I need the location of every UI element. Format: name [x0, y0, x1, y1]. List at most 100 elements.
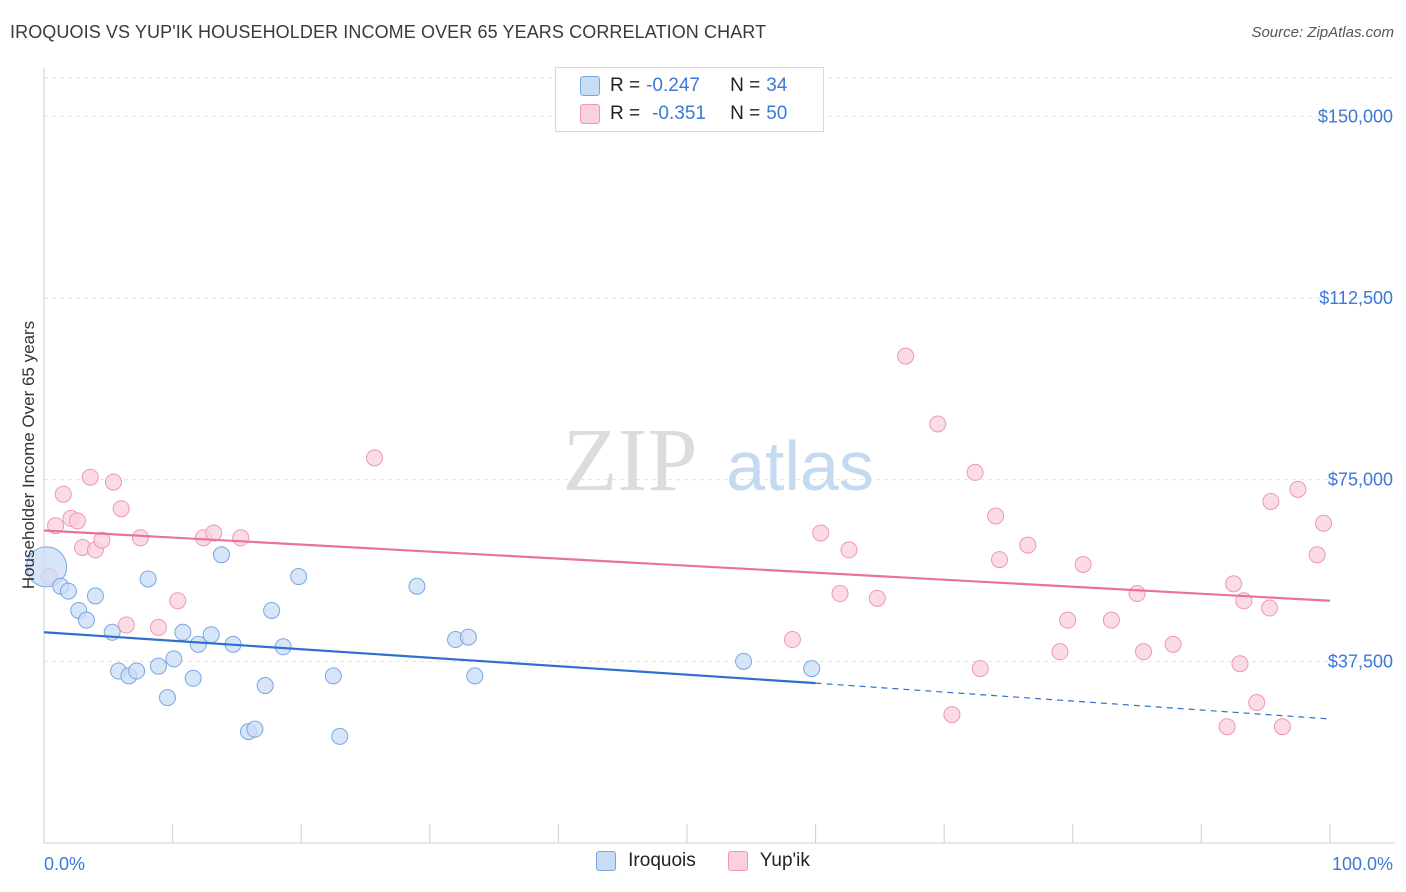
trend-lines [43, 529, 1331, 720]
yupik-point [131, 529, 149, 547]
yupik-point [1248, 694, 1266, 712]
iroquois-point [184, 669, 202, 687]
watermark-atlas: atlas [726, 427, 874, 505]
iroquois-points [26, 546, 821, 745]
iroquois-point [128, 662, 146, 680]
iroquois-r-value: -0.247 [646, 75, 700, 96]
iroquois-point [158, 689, 176, 707]
yupik-point [81, 468, 99, 486]
iroquois-point [139, 570, 157, 588]
yupik-point [68, 512, 86, 530]
yupik-point [1273, 718, 1291, 736]
iroquois-point [202, 626, 220, 644]
yupik-point [990, 551, 1008, 569]
yupik-n-value: 50 [766, 103, 788, 124]
yupik-points [40, 347, 1333, 736]
iroquois-point [189, 635, 207, 653]
yupik-point [1019, 536, 1037, 554]
iroquois-point [77, 611, 95, 629]
yupik-point [943, 706, 961, 724]
iroquois-point [408, 577, 426, 595]
yupik-point [232, 529, 250, 547]
yupik-point [366, 449, 384, 467]
yupik-point [149, 618, 167, 636]
iroquois-point [256, 677, 274, 695]
n-label: N = [730, 103, 761, 124]
y-tick-label: $37,500 [1328, 651, 1393, 671]
iroquois-point [149, 657, 167, 675]
yupik-point [897, 347, 915, 365]
yupik-point [1225, 575, 1243, 593]
x-tick-label: 0.0% [44, 854, 85, 874]
y-tick-label: $150,000 [1318, 106, 1393, 126]
yupik-legend-label: Yup'ik [759, 850, 810, 871]
iroquois-point [331, 727, 349, 745]
iroquois-point [212, 546, 230, 564]
yupik-point [868, 589, 886, 607]
iroquois-point [263, 601, 281, 619]
yupik-point [783, 631, 801, 649]
correlation-legend: R = -0.247 N = 34 R = -0.351 N = 50 [555, 67, 824, 132]
yupik-point [1289, 480, 1307, 498]
yupik-point [1218, 718, 1236, 736]
y-tick-label: $75,000 [1328, 470, 1393, 490]
yupik-trend-line [43, 529, 1331, 602]
legend-row-yupik: R = -0.351 N = 50 [580, 101, 791, 127]
y-tick-label: $112,500 [1319, 288, 1393, 308]
yupik-point [1135, 643, 1153, 661]
yupik-point [169, 592, 187, 610]
x-tick-label: 100.0% [1332, 854, 1393, 874]
iroquois-point [459, 628, 477, 646]
yupik-point [987, 507, 1005, 525]
tick-labels: $37,500 $75,000 $112,500 $150,000 0.0% 100.0% [44, 106, 1393, 874]
gridlines [44, 77, 1395, 662]
yupik-point [1164, 635, 1182, 653]
yupik-point [929, 415, 947, 433]
legend-item-iroquois: Iroquois [596, 850, 696, 872]
yupik-point [812, 524, 830, 542]
yupik-point [840, 541, 858, 559]
iroquois-trend-line [43, 631, 816, 685]
yupik-r-value: -0.351 [652, 103, 706, 124]
n-label: N = [730, 75, 761, 96]
yupik-swatch [580, 104, 600, 124]
iroquois-point [324, 667, 342, 685]
y-axis-label: Householder Income Over 65 years [19, 321, 38, 589]
iroquois-point [290, 568, 308, 586]
iroquois-trend-extension [815, 682, 1331, 720]
yupik-point [54, 485, 72, 503]
yupik-point [47, 517, 65, 535]
legend-row-iroquois: R = -0.247 N = 34 [580, 73, 791, 99]
legend-item-yupik: Yup'ik [727, 850, 810, 872]
iroquois-point [174, 623, 192, 641]
yupik-point [1059, 611, 1077, 629]
iroquois-point [165, 650, 183, 668]
iroquois-point [246, 720, 264, 738]
yupik-point [971, 660, 989, 678]
iroquois-point [803, 660, 821, 678]
iroquois-swatch [596, 851, 617, 871]
yupik-point [1261, 599, 1279, 617]
yupik-point [1074, 555, 1092, 573]
iroquois-point [26, 546, 68, 588]
iroquois-point [86, 587, 104, 605]
watermark-zip: ZIP [563, 411, 698, 510]
iroquois-swatch [580, 76, 600, 96]
yupik-point [831, 585, 849, 603]
chart-title: IROQUOIS VS YUP'IK HOUSEHOLDER INCOME OV… [10, 22, 767, 42]
iroquois-legend-label: Iroquois [628, 850, 696, 871]
yupik-point [966, 463, 984, 481]
yupik-swatch [727, 851, 748, 871]
r-label: R = [610, 103, 641, 124]
yupik-point [1308, 546, 1326, 564]
iroquois-point [59, 582, 77, 600]
axes [43, 68, 1395, 844]
yupik-point [205, 524, 223, 542]
yupik-point [104, 473, 122, 491]
yupik-point [1051, 643, 1069, 661]
yupik-point [1128, 585, 1146, 603]
series-legend: Iroquois Yup'ik [0, 850, 1406, 872]
source-credit: Source: ZipAtlas.com [1251, 24, 1394, 41]
yupik-point [93, 531, 111, 549]
